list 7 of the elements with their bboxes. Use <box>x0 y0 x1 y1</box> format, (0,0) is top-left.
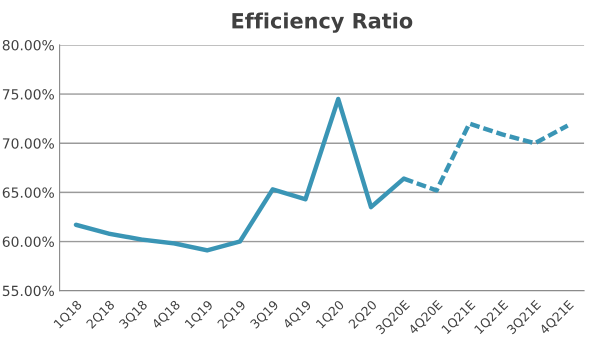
y-tick-label: 75.00% <box>2 89 54 100</box>
y-tick-label: 80.00% <box>2 40 54 50</box>
y-tick-label: 65.00% <box>2 187 54 198</box>
y-tick-label: 70.00% <box>2 138 54 149</box>
y-tick-label: 60.00% <box>2 236 54 247</box>
chart-title: Efficiency Ratio <box>232 12 412 33</box>
y-tick-label: 55.00% <box>2 286 54 296</box>
